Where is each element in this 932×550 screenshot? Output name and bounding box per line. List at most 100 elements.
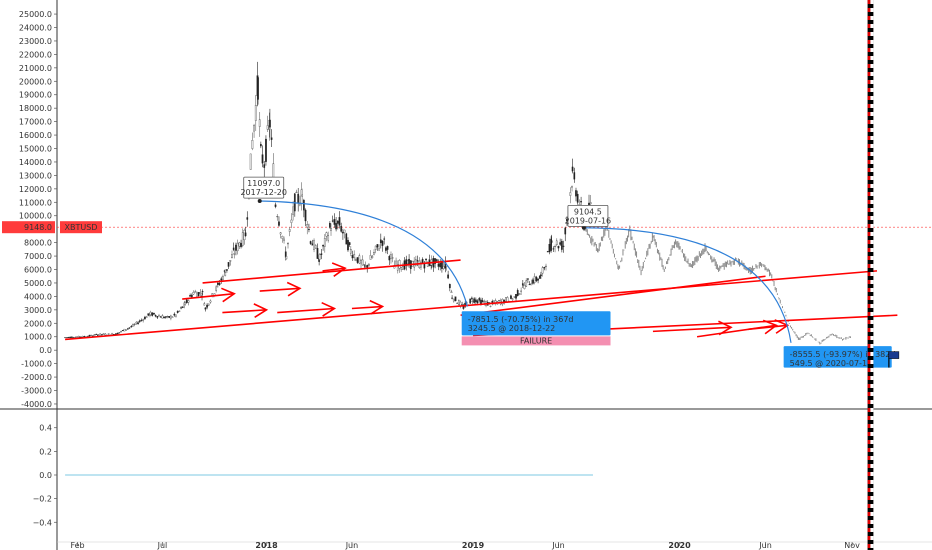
y-tick-label: -3000.0	[21, 387, 52, 396]
candle-body	[118, 332, 121, 334]
candle-body	[241, 232, 244, 246]
candle-body	[149, 311, 152, 315]
candle-body	[261, 154, 264, 164]
candle-body	[369, 255, 372, 260]
candle-body	[147, 313, 150, 316]
candle-body	[371, 256, 374, 258]
last-price-tag	[2, 221, 55, 234]
candle-body	[489, 305, 492, 307]
candle-body	[420, 262, 422, 268]
candle-body	[163, 316, 165, 319]
candle-body	[576, 193, 579, 203]
y-tick-label: 24000.0	[19, 24, 52, 33]
candle-body	[224, 272, 227, 277]
candle-body	[322, 244, 324, 247]
candle-body	[533, 276, 536, 283]
candle-body	[327, 235, 330, 241]
candle-body	[447, 274, 449, 279]
candle-body	[451, 297, 453, 299]
candle-body	[543, 267, 546, 269]
candle-body	[541, 267, 544, 274]
candle-body	[528, 284, 531, 286]
candle-body	[405, 259, 408, 266]
candle-body	[348, 242, 351, 246]
candle-body	[88, 334, 91, 337]
candle-body	[269, 119, 271, 128]
candle-body	[222, 276, 224, 281]
candle-body	[400, 267, 403, 270]
y-tick-label: 12000.0	[19, 185, 52, 194]
measure-subtext: 549.5 @ 2020-07-16	[790, 359, 872, 368]
y-tick-label: 4000.0	[24, 292, 52, 301]
candle-body	[506, 297, 509, 302]
candle-body	[253, 124, 255, 132]
y-tick-label: -4000.0	[21, 400, 52, 409]
candle-body	[329, 223, 331, 228]
candle-body	[128, 327, 131, 329]
candle-body	[589, 202, 592, 205]
flag-icon	[888, 351, 900, 359]
candle-body	[360, 260, 362, 264]
price-label-box	[243, 176, 285, 199]
candle-body	[532, 279, 534, 284]
y-tick-label: 7000.0	[24, 252, 52, 261]
y-tick-label: -2000.0	[21, 373, 52, 382]
candle-body	[546, 251, 549, 253]
price-label-box	[567, 204, 609, 227]
candle-body	[518, 293, 521, 295]
y-tick-label: -1000.0	[21, 360, 52, 369]
candle-body	[423, 263, 426, 269]
arrow-head	[253, 303, 269, 318]
measure-box	[461, 311, 611, 336]
candle-body	[426, 261, 429, 267]
y-tick-label: 14000.0	[19, 158, 52, 167]
candle-body	[415, 259, 417, 266]
candle-body	[361, 259, 364, 266]
candle-body	[504, 297, 507, 302]
candle-body	[81, 335, 84, 338]
candle-body	[398, 260, 401, 269]
arrow-shaft	[652, 326, 732, 333]
candle-body	[226, 269, 228, 271]
candle-body	[351, 255, 354, 259]
candle-body	[69, 336, 72, 339]
sub-y-tick-label: 0.0	[39, 471, 52, 480]
candle-body	[249, 153, 252, 170]
candle-body	[240, 242, 242, 248]
candle-body	[325, 232, 328, 237]
candle-body	[159, 316, 162, 318]
last-price-label: 9148.0	[24, 223, 52, 232]
candle-body	[209, 300, 212, 303]
candle-body	[530, 283, 533, 286]
arrow-head	[321, 301, 337, 317]
x-tick-label: Feb	[70, 541, 84, 550]
y-tick-label: 18000.0	[19, 104, 52, 113]
candle-body	[416, 260, 419, 262]
candle-body	[64, 337, 66, 339]
candle-body	[513, 296, 516, 298]
candle-body	[175, 314, 177, 317]
x-tick-label: 2019	[462, 541, 485, 550]
candle-body	[233, 253, 236, 255]
candle-body	[153, 312, 155, 315]
candle-body	[217, 282, 219, 285]
candle-body	[206, 304, 208, 308]
candle-body	[333, 219, 336, 225]
candle-body	[454, 296, 457, 302]
candle-body	[215, 286, 218, 291]
candle-body	[554, 246, 556, 248]
candle-body	[156, 316, 159, 318]
candle-body	[545, 265, 547, 267]
candle-body	[368, 263, 370, 266]
y-tick-label: 10000.0	[19, 212, 52, 221]
candle-body	[471, 300, 474, 302]
candle-body	[93, 334, 96, 336]
candle-body	[263, 164, 266, 168]
y-tick-label: 17000.0	[19, 118, 52, 127]
y-tick-label: 11000.0	[19, 198, 52, 207]
candle-body	[580, 201, 582, 203]
candle-body	[288, 229, 291, 232]
candle-body	[402, 266, 404, 270]
candle-body	[342, 231, 344, 234]
candle-body	[266, 125, 269, 130]
